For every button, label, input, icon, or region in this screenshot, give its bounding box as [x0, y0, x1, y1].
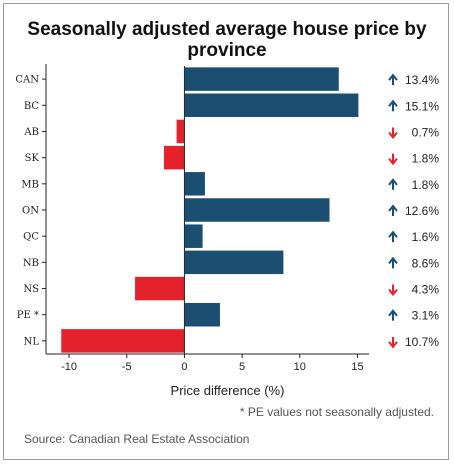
- bars-group: [60, 66, 359, 354]
- arrow-up-icon: [388, 99, 398, 112]
- value-label: 4.3%: [412, 283, 440, 297]
- x-tick-label: 15: [351, 361, 363, 373]
- category-label: SK: [25, 153, 40, 164]
- bar-on: [184, 197, 331, 223]
- x-tick-label: 10: [294, 361, 306, 373]
- bar-pe: [184, 302, 221, 327]
- value-label: 10.7%: [405, 335, 439, 349]
- bar-ab: [176, 119, 185, 144]
- bar-nb: [184, 250, 284, 275]
- chart-title-line-1: Seasonally adjusted average house price …: [27, 19, 427, 40]
- arrow-up-icon: [388, 178, 398, 190]
- category-label: BC: [24, 101, 40, 112]
- bar-nl: [60, 328, 185, 354]
- category-label: MB: [21, 179, 39, 190]
- value-label: 13.4%: [405, 73, 439, 87]
- category-label: ON: [22, 206, 39, 217]
- value-labels-group: 13.4% 15.1% 0.7% 1.8% 1.8% 12.6% 1.6% 8.6% 4.3% 3…: [388, 73, 440, 349]
- axes-group: -10 -5 0 5 10 15: [42, 64, 369, 373]
- x-axis-label: Price difference (%): [171, 383, 285, 398]
- bar-can: [184, 66, 340, 92]
- x-tick-label: 0: [181, 361, 187, 373]
- footnote: * PE values not seasonally adjusted.: [239, 405, 434, 419]
- category-labels-group: CAN BC AB SK MB ON QC NB NS PE * NL: [15, 75, 39, 348]
- bar-sk: [163, 145, 185, 170]
- source-note: Source: Canadian Real Estate Association: [24, 432, 250, 446]
- value-label: 1.8%: [412, 152, 440, 166]
- bar-mb: [184, 171, 206, 197]
- category-label: PE *: [17, 310, 39, 321]
- arrow-down-icon: [388, 153, 398, 166]
- arrow-down-icon: [388, 127, 398, 140]
- category-label: NL: [24, 336, 40, 347]
- value-label: 0.7%: [412, 125, 440, 139]
- x-tick-label: -10: [61, 361, 77, 373]
- arrow-up-icon: [388, 204, 398, 216]
- value-label: 1.6%: [412, 230, 440, 244]
- value-label: 8.6%: [412, 256, 440, 270]
- arrow-down-icon: [388, 284, 398, 297]
- category-label: CAN: [15, 75, 39, 86]
- arrow-up-icon: [388, 73, 398, 86]
- arrow-up-icon: [388, 256, 398, 269]
- value-label: 1.8%: [412, 178, 440, 192]
- bar-qc: [184, 223, 204, 249]
- bar-ns: [134, 276, 185, 301]
- chart-title: Seasonally adjusted average house price …: [0, 19, 454, 61]
- x-tick-label: -5: [122, 361, 132, 373]
- arrow-down-icon: [388, 336, 398, 349]
- category-label: NB: [23, 258, 39, 269]
- chart-title-line-2: province: [187, 40, 267, 61]
- bar-bc: [184, 93, 359, 118]
- value-label: 3.1%: [412, 309, 440, 323]
- arrow-up-icon: [388, 230, 398, 243]
- value-label: 12.6%: [405, 204, 439, 218]
- category-label: AB: [23, 127, 39, 138]
- value-label: 15.1%: [405, 99, 439, 113]
- category-label: NS: [23, 284, 39, 295]
- x-tick-label: 5: [239, 361, 245, 373]
- category-label: QC: [23, 232, 39, 243]
- arrow-up-icon: [388, 309, 398, 321]
